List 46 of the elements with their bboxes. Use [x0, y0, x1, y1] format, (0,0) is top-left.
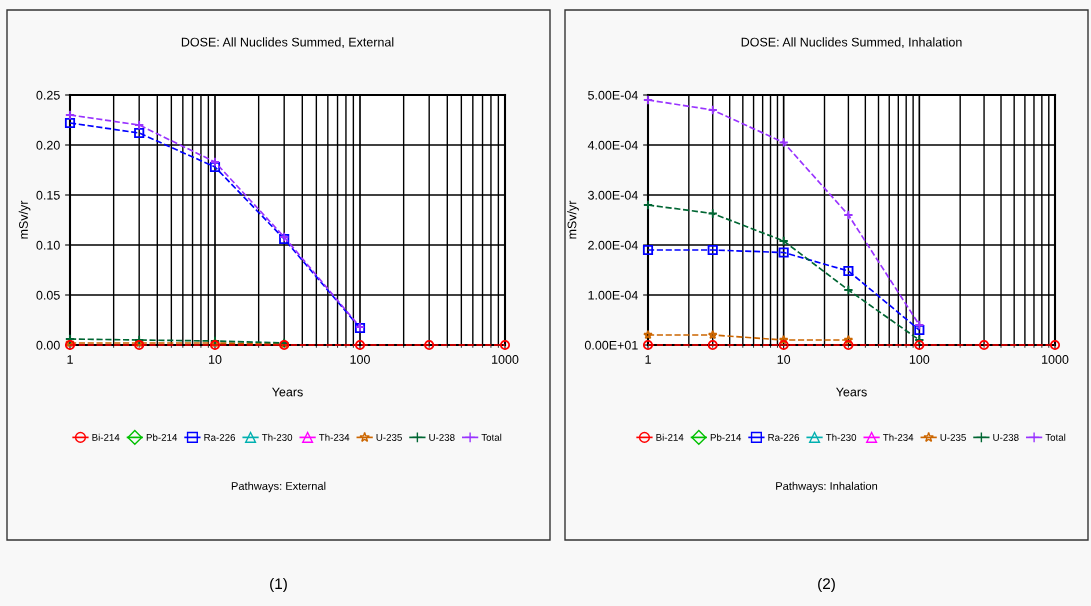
- x-tick-label: 1: [67, 355, 73, 364]
- y-tick-label: 0.10: [36, 240, 60, 250]
- chart-title: DOSE: All Nuclides Summed, Inhalation: [741, 37, 962, 48]
- legend-label: Th-234: [319, 433, 350, 441]
- y-tick-label: 0.20: [36, 140, 60, 150]
- x-tick-label: 100: [909, 355, 930, 364]
- y-tick-label: 0.05: [36, 290, 60, 300]
- legend-label: Pb-214: [710, 433, 742, 441]
- y-axis-title: mSv/yr: [18, 200, 31, 239]
- legend-label: Bi-214: [656, 433, 684, 441]
- x-axis-title: Years: [272, 387, 303, 397]
- legend-label: Th-230: [261, 433, 293, 441]
- text: Pathways: Inhalation: [776, 481, 878, 493]
- text: Pathways: External: [231, 481, 326, 493]
- y-tick-label: 0.25: [36, 90, 60, 100]
- y-tick-label: 4.00E-04: [587, 140, 638, 150]
- legend-label: Th-230: [825, 433, 857, 441]
- legend-label: Pb-214: [146, 433, 178, 441]
- y-tick-label: 1.00E-04: [588, 290, 638, 300]
- y-tick-label: 5.00E-04: [588, 90, 638, 100]
- y-tick-label: 0.15: [36, 190, 60, 200]
- legend-label: Bi-214: [92, 433, 120, 441]
- y-tick-label: 0.00: [36, 340, 60, 350]
- x-tick-label: 100: [350, 355, 370, 364]
- legend-label: U-235: [940, 434, 966, 441]
- legend-label: Ra-226: [204, 434, 236, 441]
- legend-label: Total: [1045, 433, 1066, 441]
- text: (1): [270, 577, 287, 593]
- legend-label: Th-234: [883, 433, 914, 441]
- legend-label: U-235: [376, 434, 402, 441]
- x-tick-label: 1000: [1042, 355, 1069, 364]
- y-tick-label: 0.00E+01: [584, 340, 638, 350]
- y-tick-label: 3.00E-04: [588, 190, 638, 200]
- x-axis-title: Years: [836, 387, 867, 397]
- x-tick-label: 1000: [492, 355, 519, 364]
- x-tick-label: 10: [209, 355, 222, 364]
- legend-label: Total: [481, 433, 502, 441]
- chart-title: DOSE: All Nuclides Summed, External: [181, 37, 394, 48]
- y-axis-title: mSv/yr: [567, 200, 579, 239]
- x-tick-label: 1: [645, 355, 651, 364]
- y-tick-label: 2.00E-04: [588, 240, 638, 250]
- legend-label: U-238: [993, 434, 1019, 441]
- legend-label: Ra-226: [768, 434, 800, 441]
- x-tick-label: 10: [777, 355, 791, 364]
- text: (2): [818, 577, 835, 593]
- legend-label: U-238: [429, 434, 455, 441]
